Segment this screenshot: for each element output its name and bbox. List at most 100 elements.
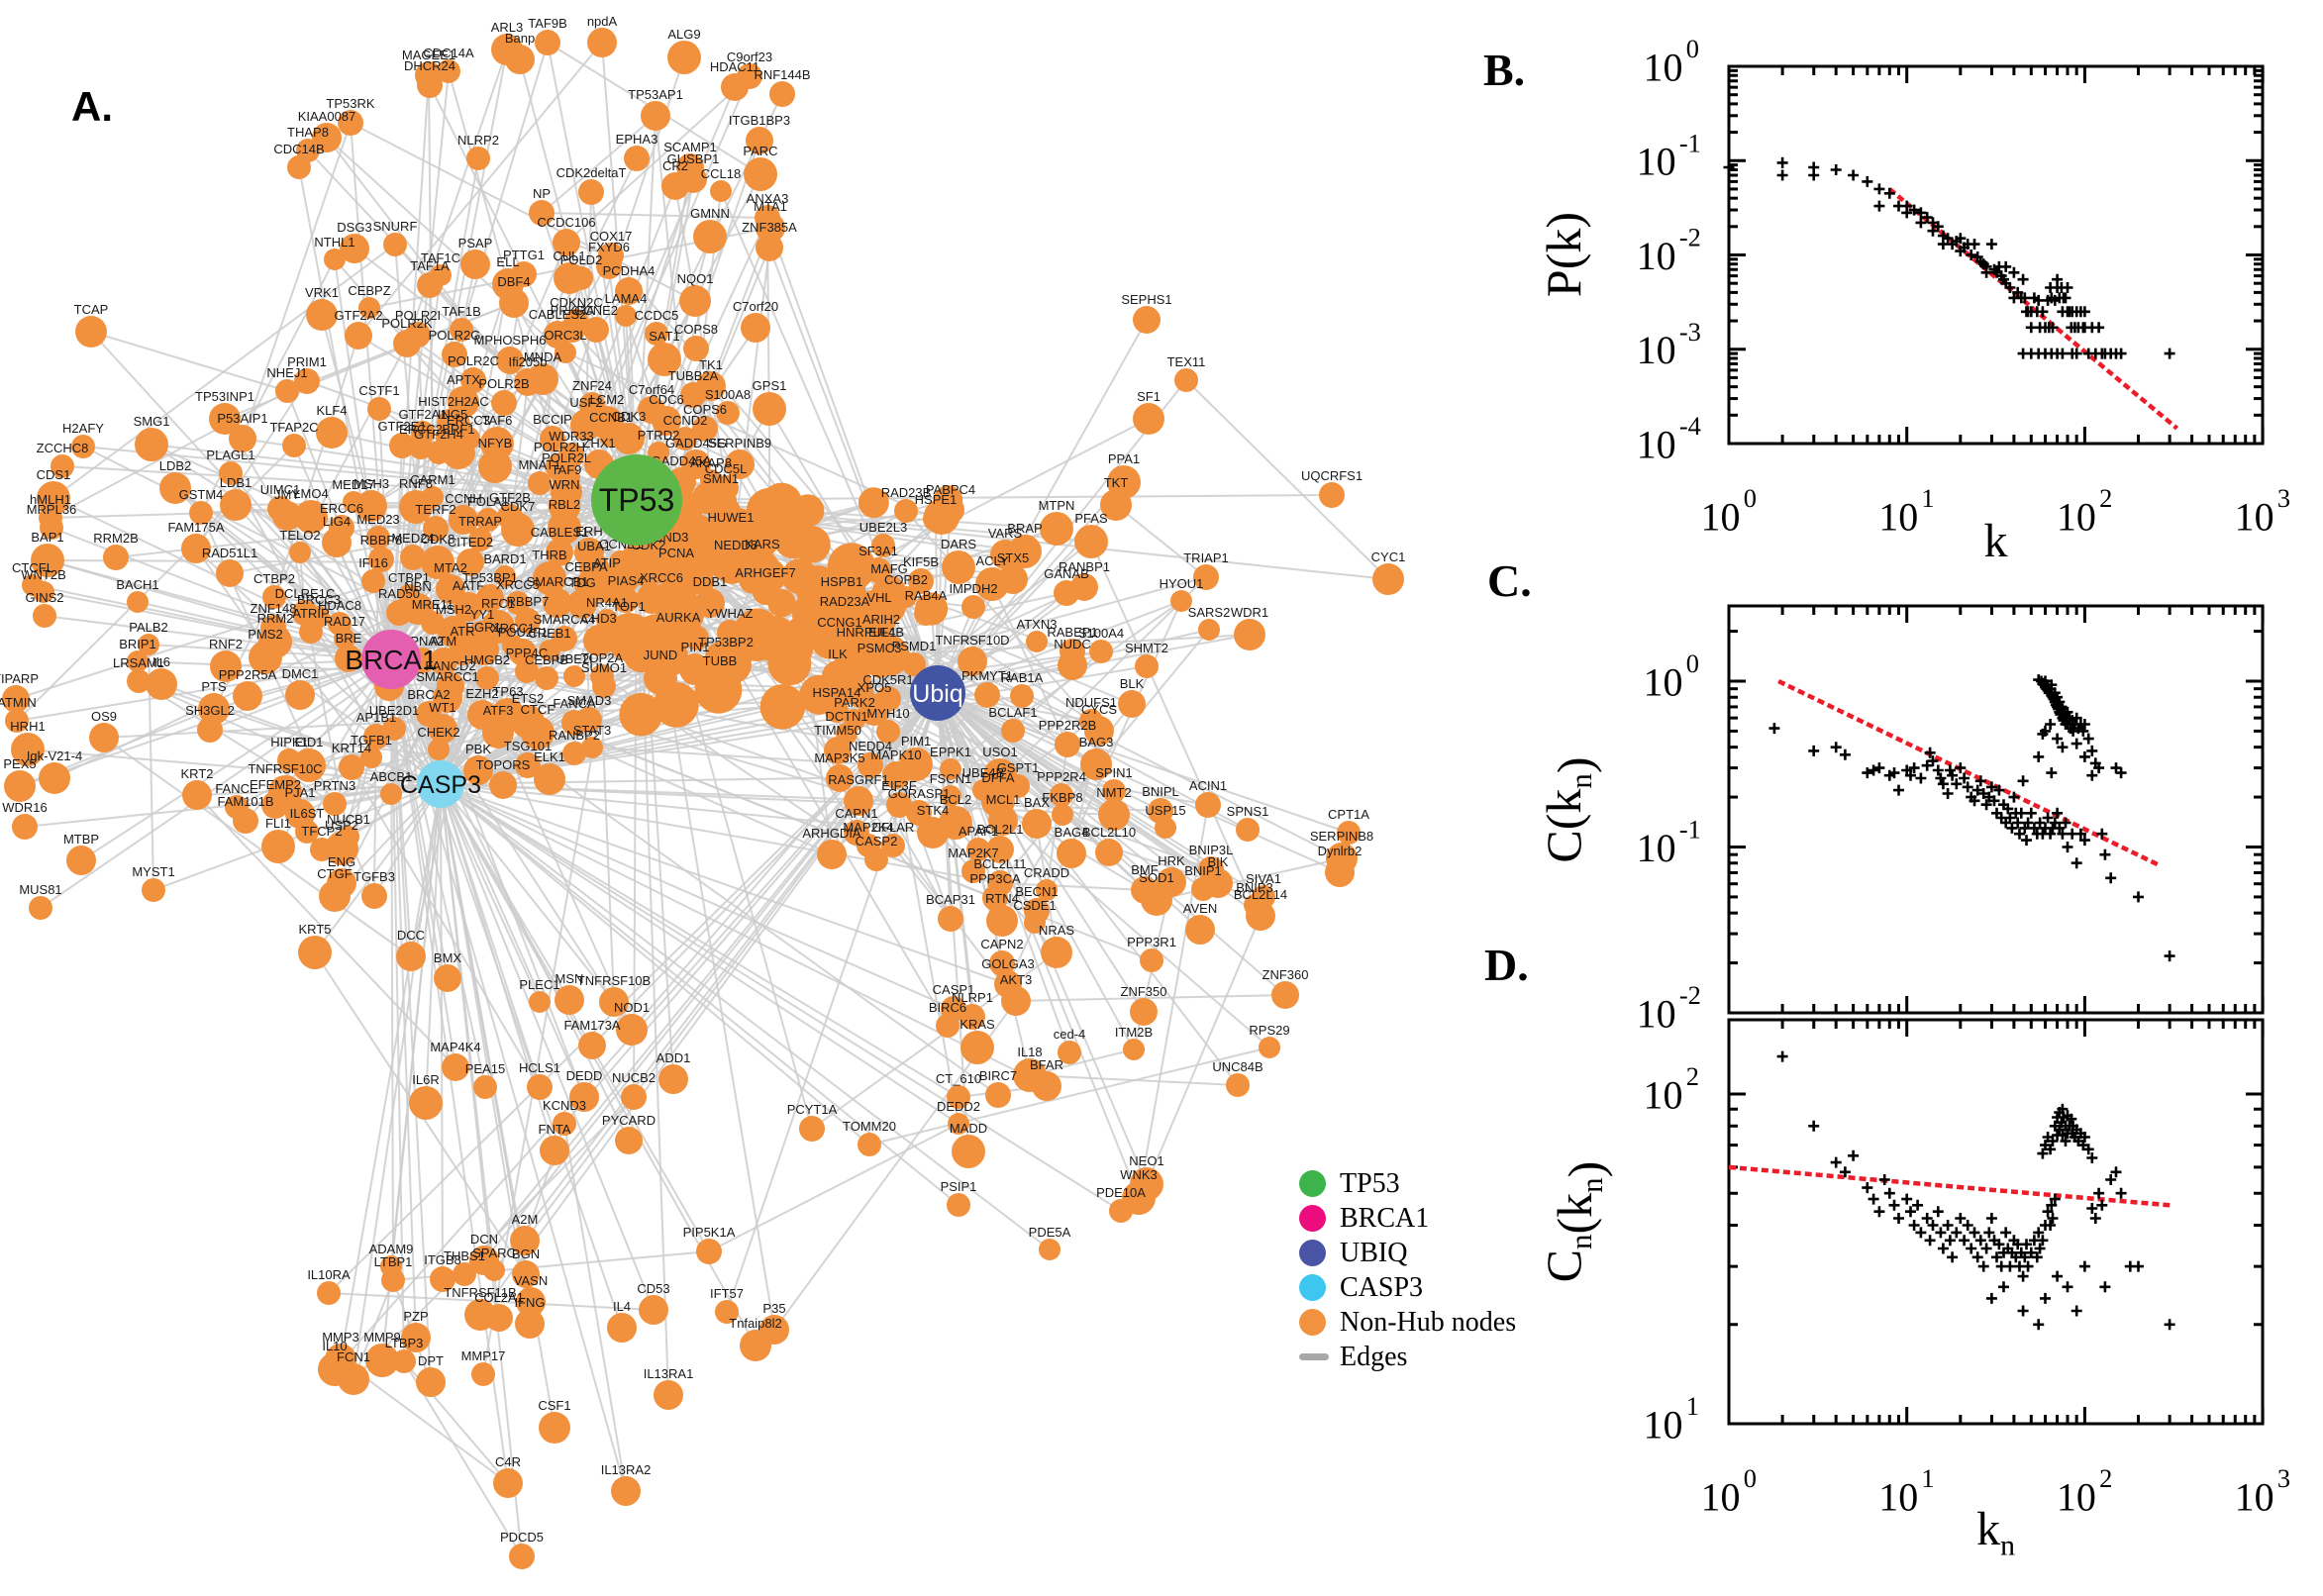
network-node <box>89 723 119 752</box>
network-node <box>1271 981 1299 1009</box>
network-node <box>1095 839 1123 866</box>
network-node <box>267 496 293 522</box>
network-node-label: MTBP <box>63 832 99 847</box>
network-node-label: ING5 <box>438 407 467 422</box>
network-node <box>936 1014 960 1038</box>
network-node-label: TOP2A <box>581 650 624 665</box>
network-node <box>583 625 615 656</box>
network-node-label: PRTN3 <box>314 778 355 793</box>
network-node-label: GANAB <box>1044 566 1089 581</box>
network-node <box>1039 1239 1060 1260</box>
network-node <box>665 624 691 649</box>
axis-ticks <box>1727 1020 2265 1426</box>
hub-node-label: BRCA1 <box>345 645 437 675</box>
edge <box>541 212 768 219</box>
network-node-label: PABPC4 <box>926 482 975 497</box>
network-node-label: CYC1 <box>1371 549 1406 564</box>
edge <box>440 783 444 1280</box>
network-node <box>11 733 45 766</box>
network-node-label: SOD1 <box>1139 870 1173 885</box>
network-node-label: CAPN1 <box>835 806 877 821</box>
network-node-label: YWHAZ <box>707 606 754 621</box>
edge <box>541 115 656 214</box>
network-node <box>33 604 56 628</box>
network-node-label: ETS2 <box>512 691 545 706</box>
network-node <box>189 501 213 525</box>
network-node-label: NRAS <box>1039 923 1074 938</box>
network-node <box>940 785 961 807</box>
network-node-label: DEDD2 <box>937 1099 980 1114</box>
network-node <box>644 661 677 695</box>
network-node-label: USP2 <box>325 818 358 833</box>
network-node <box>449 505 478 535</box>
network-node-label: MPHOSPH6 <box>474 333 547 348</box>
hub-node-label: CASP3 <box>400 771 481 799</box>
network-node <box>858 694 890 726</box>
network-node-label: PDCD5 <box>500 1530 544 1545</box>
network-node <box>268 775 302 809</box>
network-node-label: NHEJ1 <box>266 365 307 380</box>
network-node-label: H2AFY <box>62 421 104 436</box>
network-node-label: TNFRSF10B <box>577 973 651 988</box>
network-node-label: NUCB2 <box>612 1070 656 1085</box>
network-node <box>529 200 555 226</box>
network-node-label: XRCC1 <box>491 621 535 636</box>
network-node <box>753 392 786 426</box>
network-node-label: HRH1 <box>10 719 45 734</box>
network-node-label: ILK <box>828 647 848 661</box>
network-node <box>216 559 244 587</box>
network-node <box>428 714 457 744</box>
network-node <box>1109 1199 1133 1223</box>
legend-item-label: Edges <box>1340 1341 1408 1372</box>
network-node-label: MRE11 <box>412 597 454 612</box>
network-node <box>275 379 299 403</box>
edge <box>937 319 1148 694</box>
network-node-label: ATIP <box>593 555 621 570</box>
network-node-label: TDG <box>568 575 595 590</box>
network-node-label: BCL2L11 <box>973 856 1026 871</box>
network-node-label: SPARC <box>472 1246 516 1260</box>
network-node-label: BCL2 <box>940 792 972 807</box>
network-node-label: BAX <box>1024 795 1050 810</box>
network-node <box>499 288 529 318</box>
network-node <box>658 1064 688 1094</box>
network-node-label: BRIP1 <box>119 637 156 651</box>
network-node-label: APTX <box>447 372 480 387</box>
network-node <box>638 396 665 424</box>
network-node-label: SMAD3 <box>567 693 612 708</box>
network-node <box>233 681 262 711</box>
network-node-label: HSPE1 <box>915 492 958 507</box>
edge <box>351 766 541 1088</box>
network-node <box>737 63 762 89</box>
network-node <box>1001 986 1031 1016</box>
network-node <box>473 1075 497 1099</box>
network-node-label: TAF9 <box>552 462 582 477</box>
network-node-label: PMS2 <box>248 627 282 642</box>
network-node-label: ATRIP <box>292 606 329 621</box>
network-node <box>619 692 663 737</box>
network-node-label: GTF2E1 <box>377 419 426 434</box>
network-node-label: USP15 <box>1145 803 1185 818</box>
network-node-label: CEBPZ <box>348 283 390 298</box>
network-node <box>746 615 776 646</box>
network-node-label: BIRC6 <box>929 1000 966 1015</box>
network-node-label: ARIH2 <box>862 612 900 627</box>
network-node-label: ATR <box>450 624 474 639</box>
network-node-label: XPO5 <box>858 680 892 695</box>
network-node <box>624 146 650 171</box>
plot-frame <box>1727 1018 2265 1426</box>
hub-node-tp53 <box>591 454 682 546</box>
network-node-label: KCND3 <box>543 1098 586 1113</box>
network-node-label: MNAT1 <box>518 457 560 472</box>
edge <box>328 692 939 1294</box>
network-node-label: CT_610 <box>936 1071 981 1086</box>
network-node-label: POLR2C <box>448 353 499 368</box>
network-node <box>986 836 1014 863</box>
network-node-label: DCN <box>470 1232 498 1247</box>
network-node-label: MTPN <box>1039 498 1075 513</box>
legend-item-label: CASP3 <box>1340 1271 1424 1303</box>
network-node-label: BAG3 <box>1079 735 1114 749</box>
network-node-label: PPP3R1 <box>1127 935 1176 949</box>
network-node <box>753 579 778 605</box>
network-node-label: hMLH1 <box>30 492 71 507</box>
